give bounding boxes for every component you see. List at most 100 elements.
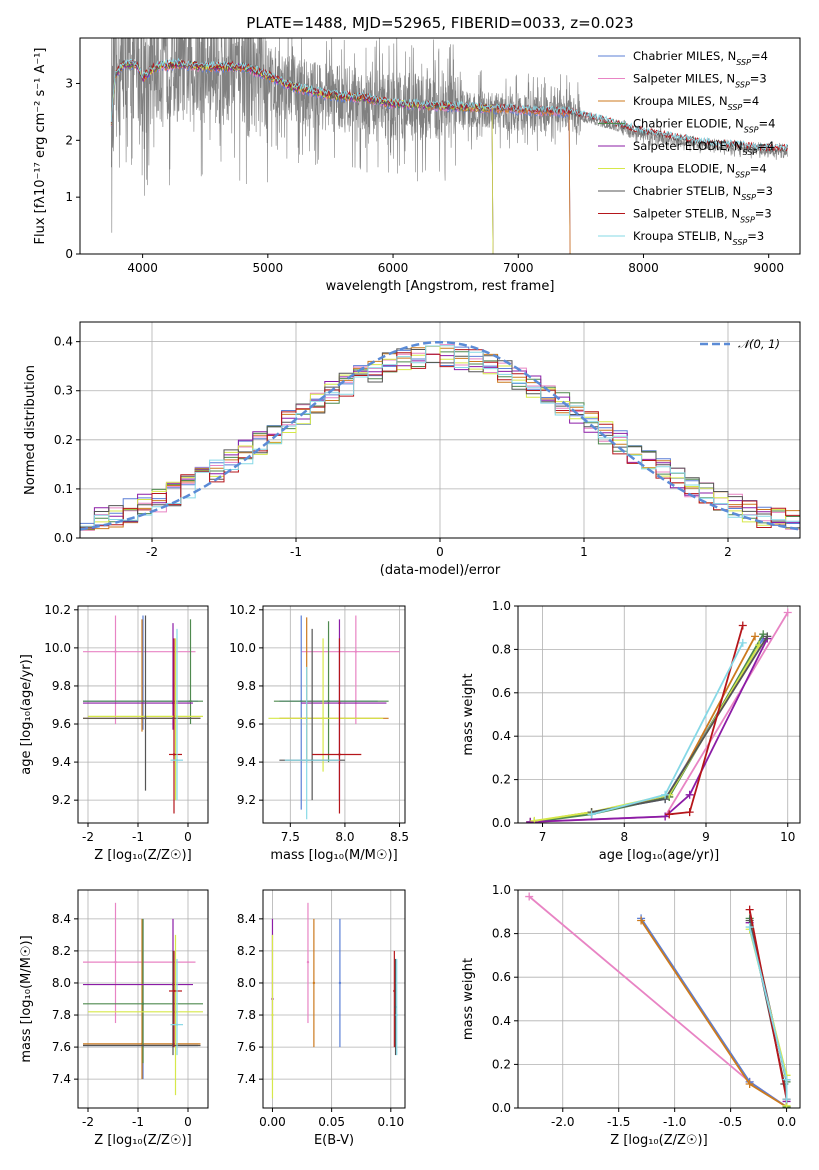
y-tick-label: 0.1 <box>54 482 73 496</box>
weight-line <box>528 895 788 1108</box>
legend-label: Chabrier MILES, NSSP=4 <box>633 49 768 67</box>
figure-title: PLATE=1488, MJD=52965, FIBERID=0033, z=0… <box>246 14 633 32</box>
x-tick-label: 0 <box>184 830 192 844</box>
y-tick-label: 0.8 <box>492 642 511 656</box>
y-axis-label: Normed distribution <box>23 365 38 495</box>
weight-line <box>530 638 769 823</box>
grid <box>263 606 405 823</box>
weight-marker <box>738 638 747 647</box>
x-axis-label: Z [log₁₀(Z/Z☉)] <box>610 1133 707 1148</box>
data-point <box>172 989 176 993</box>
weight-marker <box>661 812 670 821</box>
weight-marker <box>745 905 754 914</box>
y-tick-label: 0.4 <box>492 1014 511 1028</box>
y-tick-label: 7.4 <box>237 1072 256 1086</box>
x-tick-label: 0.0 <box>777 1115 796 1129</box>
y-tick-label: 9.4 <box>52 755 71 769</box>
weight-marker <box>525 892 534 901</box>
y-tick-label: 9.4 <box>237 755 256 769</box>
y-tick-label: 0.0 <box>54 531 73 545</box>
data-point <box>338 981 342 985</box>
model-spectrum <box>110 61 571 254</box>
y-tick-label: 9.2 <box>237 793 256 807</box>
x-tick-label: 2 <box>724 545 732 559</box>
y-tick-label: 0.2 <box>492 773 511 787</box>
data-point <box>271 1013 274 1017</box>
data-point <box>114 960 117 964</box>
y-tick-label: 10.0 <box>44 641 71 655</box>
data-point <box>114 650 117 653</box>
x-tick-label: -1 <box>290 545 302 559</box>
axes-frame <box>77 889 209 1109</box>
x-tick-label: 9 <box>702 830 710 844</box>
x-axis-label: (data-model)/error <box>380 563 501 578</box>
observed-spectrum <box>111 38 788 233</box>
panel-residuals: -2 -1 0 1 2 0.0 0.1 0.2 0.3 0.4 (data-model)/error… <box>23 321 801 578</box>
panel-mass-weight-vs-age: 7 8 9 10 0.0 0.2 0.4 0.6 0.8 1.0 age [log₁₀(age/yr… <box>461 599 801 863</box>
weight-marker <box>661 790 670 799</box>
x-axis-label: Z [log₁₀(Z/Z☉)] <box>94 848 191 863</box>
legend-label: Kroupa ELODIE, NSSP=4 <box>633 162 767 180</box>
y-tick-label: 7.4 <box>52 1072 71 1086</box>
legend-label: Kroupa STELIB, NSSP=3 <box>633 229 764 247</box>
x-tick-label: 6000 <box>378 261 409 275</box>
weight-line <box>534 612 789 823</box>
y-tick-label: 9.6 <box>52 717 71 731</box>
y-tick-label: 9.8 <box>237 679 256 693</box>
data-point <box>321 717 325 720</box>
data-point <box>312 981 316 985</box>
axes-frame <box>77 605 209 824</box>
x-tick-label: 8 <box>620 830 628 844</box>
plot-area <box>268 615 400 820</box>
data-point <box>395 1013 398 1017</box>
y-tick-label: 3 <box>65 76 73 90</box>
data-point <box>175 1023 179 1026</box>
grid <box>263 890 405 1108</box>
x-tick-label: 8000 <box>628 261 659 275</box>
axes-frame <box>262 605 406 824</box>
y-axis-label: Flux [fλ10⁻¹⁷ erg cm⁻² s⁻¹ A⁻¹] <box>33 48 48 245</box>
x-tick-label: 0 <box>436 545 444 559</box>
weight-line <box>534 644 760 822</box>
panel-mass-vs-Z: -2 -1 0 7.4 7.6 7.8 8.0 8.2 8.4 Z [log₁₀(Z/Z☉)] ma… <box>19 889 209 1148</box>
panel-mass-weight-vs-Z: -2.0 -1.5 -1.0 -0.5 0.0 0.0 0.2 0.4 0.6 0.8 1.0 Z [… <box>461 883 801 1148</box>
weight-marker <box>759 630 768 639</box>
model-spectrum <box>110 63 571 254</box>
data-point <box>327 699 330 703</box>
axes-frame <box>517 889 801 1109</box>
legend-label: 𝒩(0, 1) <box>738 337 780 351</box>
y-axis-label: mass [log₁₀(M/M☉)] <box>19 935 34 1062</box>
y-tick-label: 7.8 <box>237 1008 256 1022</box>
axes-frame <box>517 605 801 824</box>
x-axis-label: mass [log₁₀(M/M☉)] <box>270 848 397 863</box>
legend: 𝒩(0, 1) <box>700 337 780 351</box>
weight-marker <box>738 621 747 630</box>
x-tick-label: 0.00 <box>259 1115 286 1129</box>
plot-area <box>525 892 791 1108</box>
data-point <box>172 753 176 756</box>
y-tick-label: 0.6 <box>492 970 511 984</box>
weight-line <box>591 642 744 816</box>
plot-area <box>83 902 203 1096</box>
x-tick-label: 8.5 <box>390 830 409 844</box>
weight-marker <box>751 632 760 641</box>
residual-histogram <box>80 345 800 527</box>
panel-mass-vs-ebv: 0.00 0.05 0.10 7.4 7.6 7.8 8.0 8.2 8.4 E(B-V) <box>237 889 406 1148</box>
axes-frame <box>79 37 801 255</box>
data-point <box>306 960 310 964</box>
x-tick-label: -2 <box>146 545 158 559</box>
weight-marker <box>783 608 792 617</box>
legend: Chabrier MILES, NSSP=4 Salpeter MILES, NS… <box>598 49 775 247</box>
weight-marker <box>665 810 674 819</box>
y-tick-label: 7.6 <box>52 1040 71 1054</box>
y-tick-label: 0.8 <box>492 927 511 941</box>
data-point <box>305 758 308 762</box>
weight-marker <box>685 808 694 817</box>
axes-frame <box>79 321 801 539</box>
weight-marker <box>587 810 596 819</box>
y-tick-label: 0 <box>65 247 73 261</box>
y-tick-label: 2 <box>65 133 73 147</box>
weight-marker <box>745 923 754 932</box>
y-tick-label: 10.2 <box>229 603 256 617</box>
grid <box>518 605 800 824</box>
